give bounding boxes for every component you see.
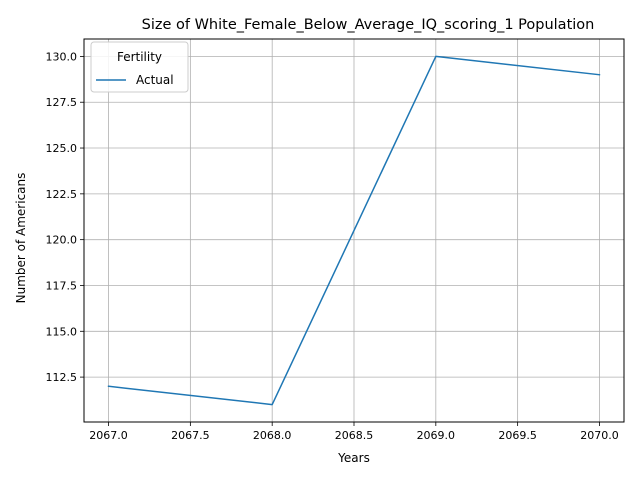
x-tick-label: 2069.0 xyxy=(417,429,456,442)
chart-title: Size of White_Female_Below_Average_IQ_sc… xyxy=(142,17,595,33)
x-axis-label: Years xyxy=(337,451,370,465)
y-tick-label: 130.0 xyxy=(46,50,78,63)
grid xyxy=(84,39,624,422)
y-tick-label: 117.5 xyxy=(46,279,78,292)
series-layer xyxy=(107,55,601,406)
legend-title: Fertility xyxy=(117,50,162,64)
legend-entry-actual: Actual xyxy=(136,73,174,87)
series-line-actual xyxy=(107,55,601,406)
y-tick-label: 112.5 xyxy=(46,371,78,384)
legend: Fertility Actual xyxy=(90,41,189,93)
y-tick-label: 125.0 xyxy=(46,142,78,155)
axis-ticks: 2067.0 2067.5 2068.0 2068.5 2069.0 2069.5 2070… xyxy=(46,50,619,442)
x-tick-label: 2070.0 xyxy=(580,429,619,442)
y-axis-label: Number of Americans xyxy=(14,173,28,304)
x-tick-label: 2068.5 xyxy=(335,429,374,442)
x-tick-label: 2069.5 xyxy=(498,429,537,442)
y-tick-label: 122.5 xyxy=(46,188,78,201)
y-tick-label: 120.0 xyxy=(46,234,78,247)
y-tick-label: 115.0 xyxy=(46,325,78,338)
y-tick-label: 127.5 xyxy=(46,96,78,109)
x-tick-label: 2068.0 xyxy=(253,429,292,442)
x-tick-label: 2067.5 xyxy=(171,429,210,442)
x-tick-label: 2067.0 xyxy=(89,429,128,442)
